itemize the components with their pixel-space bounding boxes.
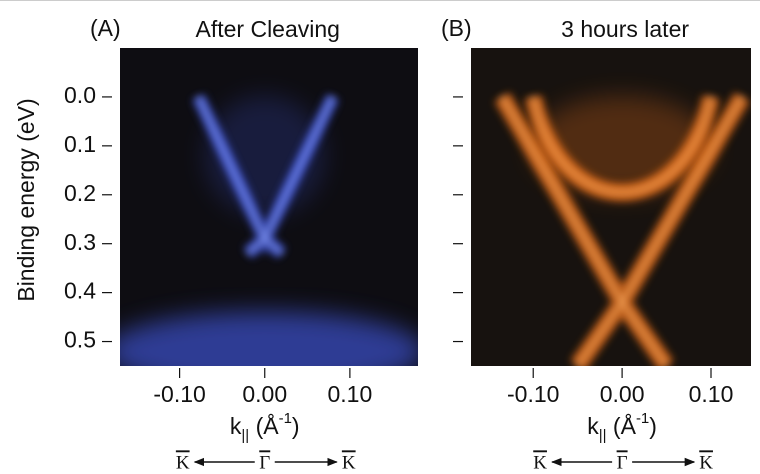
x-tick-label: 0.10 — [328, 381, 373, 407]
x-label-part: -1 — [279, 410, 292, 427]
panel-label: (B) — [441, 15, 472, 41]
direction-label: K — [176, 452, 190, 473]
x-tick-label: 0.10 — [689, 381, 734, 407]
x-tick-label: 0.00 — [600, 381, 645, 407]
panel-title: After Cleaving — [196, 16, 340, 42]
band — [531, 96, 713, 195]
panel: -0.10 0.00 0.10 (B) 3 hours later k|| (Å-1) K Γ… — [441, 15, 751, 473]
y-axis-label: Binding energy (eV) — [13, 98, 39, 301]
panel-label: (A) — [90, 15, 121, 41]
y-tick-label: 0.1 — [64, 131, 96, 157]
x-tick-label: -0.10 — [153, 381, 205, 407]
x-axis-label: k|| (Å-1) — [587, 410, 657, 444]
x-tick-label: -0.10 — [507, 381, 559, 407]
bulk-glow — [120, 311, 418, 366]
bands — [120, 93, 418, 366]
x-label-part: (Å — [607, 412, 637, 439]
x-tick-label: 0.00 — [242, 381, 287, 407]
y-tick-label: 0.0 — [64, 82, 96, 108]
panel: 0.0 0.1 0.2 0.3 0.4 0.5 -0.10 0.00 0.10 (A) After … — [13, 15, 418, 473]
bands — [494, 92, 750, 366]
y-tick-label: 0.2 — [64, 180, 96, 206]
surface-band — [196, 96, 335, 255]
direction-label: Γ — [259, 452, 270, 473]
x-label-part: k — [587, 413, 599, 439]
y-tick-label: 0.3 — [64, 229, 96, 255]
band — [500, 95, 744, 366]
direction-label: Γ — [617, 452, 628, 473]
x-label-part: ) — [649, 413, 657, 439]
y-tick-label: 0.4 — [64, 278, 96, 304]
y-tick-label: 0.5 — [64, 327, 96, 353]
x-label-part: ) — [292, 413, 300, 439]
x-axis-label: k|| (Å-1) — [230, 410, 300, 444]
x-label-part: || — [599, 427, 607, 444]
direction-label: K — [533, 452, 547, 473]
x-label-part: -1 — [636, 410, 649, 427]
x-label-part: (Å — [249, 412, 279, 439]
x-label-part: k — [230, 413, 242, 439]
panel-title: 3 hours later — [561, 16, 689, 42]
direction-label: K — [342, 452, 356, 473]
direction-label: K — [699, 452, 713, 473]
x-label-part: || — [241, 427, 249, 444]
